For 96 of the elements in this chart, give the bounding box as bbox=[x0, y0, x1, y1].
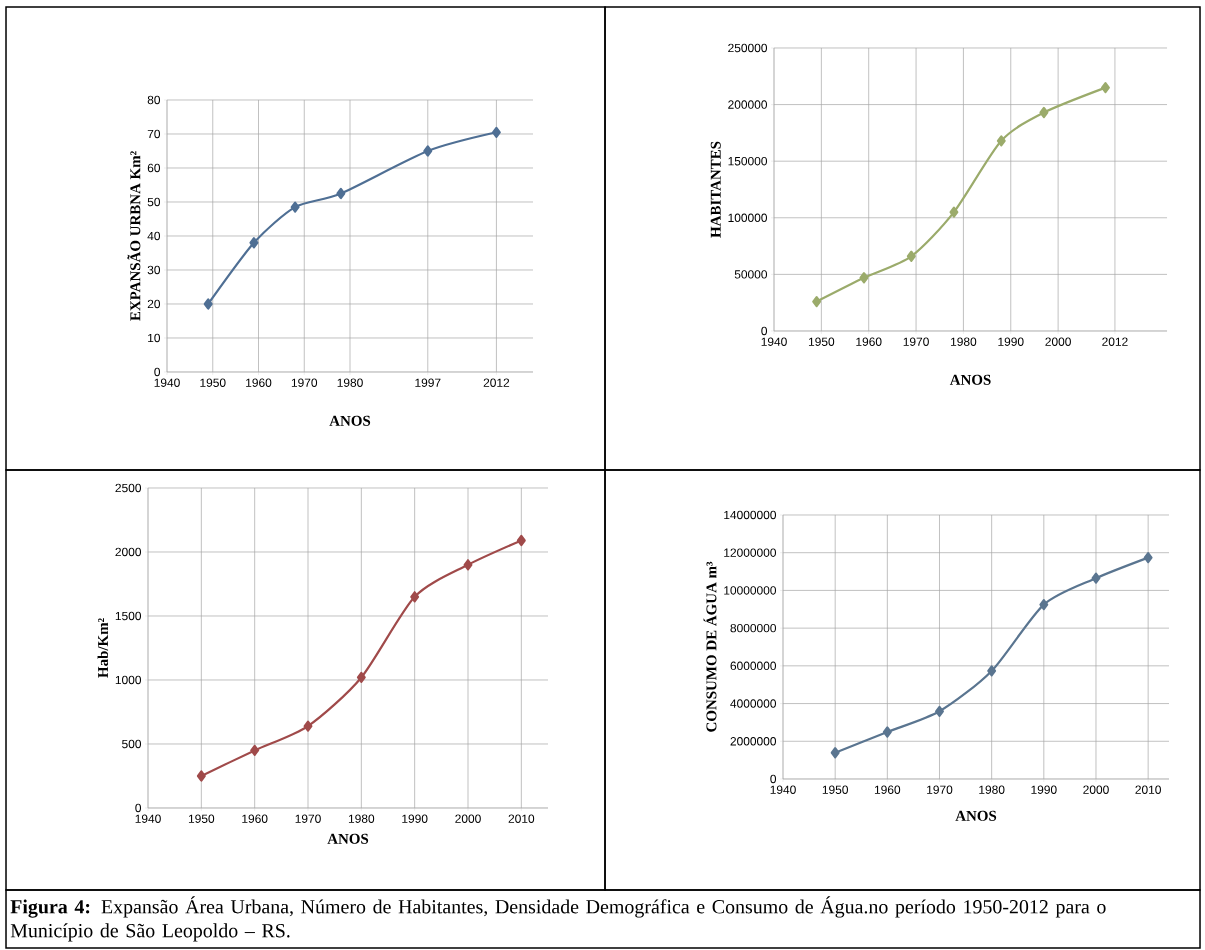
point bbox=[410, 591, 420, 603]
x-tick-label: 1940 bbox=[154, 378, 180, 387]
x-tick-label: 1940 bbox=[761, 337, 787, 346]
x-tick-label: 1950 bbox=[200, 378, 226, 387]
x-axis-title: ANOS bbox=[329, 415, 371, 426]
y-tick-label: 6000000 bbox=[730, 661, 777, 671]
x-tick-label: 1997 bbox=[415, 378, 441, 387]
point bbox=[830, 747, 840, 759]
point bbox=[303, 720, 313, 732]
y-tick-label: 200000 bbox=[728, 100, 768, 109]
y-tick-label: 2500 bbox=[115, 483, 142, 493]
point bbox=[516, 534, 526, 547]
x-tick-label: 1950 bbox=[188, 814, 215, 823]
y-tick-label: 70 bbox=[147, 129, 161, 139]
x-tick-label: 1990 bbox=[402, 814, 428, 823]
point bbox=[1091, 572, 1101, 584]
x-tick-label: 2000 bbox=[455, 814, 481, 823]
y-tick-label: 12000000 bbox=[724, 548, 777, 557]
y-tick-label: 10 bbox=[148, 333, 161, 343]
x-tick-label: 1980 bbox=[951, 337, 977, 346]
point bbox=[1039, 598, 1049, 611]
y-tick-label: 1000 bbox=[115, 675, 142, 685]
x-axis-title: ANOS bbox=[949, 374, 991, 385]
point bbox=[463, 559, 473, 571]
point bbox=[491, 126, 501, 138]
x-tick-label: 1990 bbox=[1031, 785, 1057, 794]
point bbox=[812, 295, 822, 308]
point bbox=[249, 237, 259, 249]
y-tick-label: 250000 bbox=[728, 43, 768, 53]
y-tick-label: 40 bbox=[147, 231, 161, 241]
point bbox=[196, 770, 206, 782]
point bbox=[356, 671, 366, 684]
point bbox=[987, 665, 997, 677]
y-tick-label: 10000000 bbox=[724, 586, 777, 595]
point bbox=[250, 744, 260, 756]
y-tick-label: 14000000 bbox=[724, 510, 777, 520]
y-axis-title: HABITANTES bbox=[710, 141, 721, 238]
y-axis-title: EXPANSÃO URBNA Km² bbox=[127, 151, 141, 321]
x-axis-title: ANOS bbox=[955, 810, 997, 821]
x-tick-label: 2012 bbox=[1102, 337, 1128, 346]
y-tick-label: 0 bbox=[154, 367, 161, 377]
y-tick-label: 50 bbox=[147, 197, 161, 207]
y-tick-label: 0 bbox=[761, 326, 768, 336]
point bbox=[423, 145, 433, 157]
y-tick-label: 2000 bbox=[115, 547, 142, 557]
x-tick-label: 2000 bbox=[1083, 785, 1109, 794]
y-tick-label: 150000 bbox=[728, 156, 768, 166]
x-tick-label: 1970 bbox=[295, 814, 321, 823]
x-tick-label: 1950 bbox=[808, 337, 835, 346]
x-tick-label: 1970 bbox=[291, 378, 318, 387]
point bbox=[935, 705, 944, 717]
y-tick-label: 0 bbox=[770, 774, 777, 784]
x-tick-label: 1940 bbox=[135, 814, 161, 823]
y-axis-title: Hab/Km² bbox=[97, 618, 109, 678]
point bbox=[1039, 106, 1049, 119]
x-tick-label: 1950 bbox=[822, 785, 849, 794]
y-tick-label: 20 bbox=[147, 299, 161, 309]
point bbox=[290, 201, 300, 213]
y-tick-label: 8000000 bbox=[730, 623, 777, 633]
y-tick-label: 50000 bbox=[734, 270, 768, 279]
x-tick-label: 1990 bbox=[998, 337, 1024, 346]
y-tick-label: 4000000 bbox=[730, 699, 777, 708]
x-tick-label: 1960 bbox=[856, 337, 882, 346]
text: Figura 4: Expansão Área Urbana, Número de Habitantes, Densidade Demográfica e Consumo de Água.no período 1950-2012 para o Município de São Leopoldo – RS. bbox=[10, 896, 1106, 942]
x-tick-label: 1980 bbox=[979, 785, 1005, 794]
point bbox=[336, 187, 346, 200]
y-tick-label: 80 bbox=[147, 95, 161, 105]
point bbox=[859, 272, 869, 284]
y-tick-label: 100000 bbox=[728, 213, 768, 223]
x-axis-title: ANOS bbox=[327, 833, 369, 844]
x-tick-label: 2010 bbox=[508, 814, 535, 823]
y-tick-label: 2000000 bbox=[730, 737, 777, 746]
x-tick-label: 1960 bbox=[242, 814, 268, 823]
y-tick-label: 60 bbox=[147, 163, 161, 173]
x-tick-label: 1960 bbox=[246, 378, 272, 387]
y-tick-label: 500 bbox=[122, 739, 142, 749]
x-tick-label: 1970 bbox=[927, 785, 953, 794]
x-tick-label: 2012 bbox=[483, 378, 510, 387]
y-tick-label: 1500 bbox=[115, 611, 142, 621]
x-tick-label: 1960 bbox=[874, 785, 901, 794]
y-tick-label: 30 bbox=[147, 265, 161, 275]
point bbox=[906, 250, 916, 262]
point bbox=[949, 206, 959, 218]
point bbox=[1143, 552, 1153, 564]
x-tick-label: 1980 bbox=[337, 378, 363, 387]
x-tick-label: 1980 bbox=[348, 814, 375, 823]
y-axis-title: CONSUMO DE ÁGUA m³ bbox=[703, 561, 717, 732]
point bbox=[203, 298, 213, 310]
x-tick-label: 2000 bbox=[1045, 337, 1071, 346]
point bbox=[1100, 82, 1110, 94]
point bbox=[882, 726, 892, 738]
y-tick-label: 0 bbox=[135, 803, 142, 813]
point bbox=[996, 135, 1006, 147]
x-tick-label: 1940 bbox=[770, 785, 796, 794]
x-tick-label: 1970 bbox=[903, 337, 929, 346]
x-tick-label: 2010 bbox=[1135, 785, 1161, 794]
